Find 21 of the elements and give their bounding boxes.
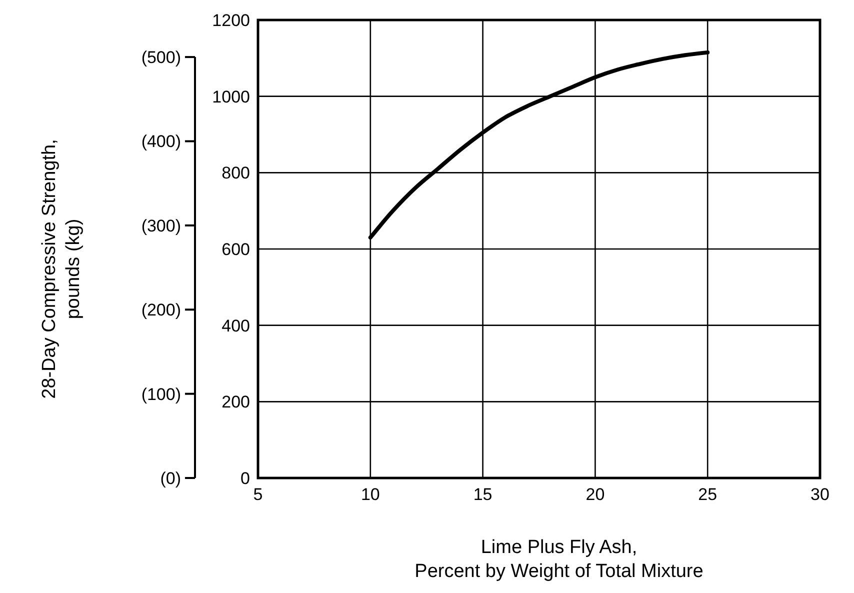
x-tick-label: 20 bbox=[586, 485, 605, 504]
y-tick-label: 600 bbox=[222, 240, 250, 259]
y-tick-label: 200 bbox=[222, 392, 250, 412]
x-tick-label: 15 bbox=[473, 485, 492, 504]
y2-tick-label: (300) bbox=[141, 216, 181, 236]
y2-tick-label: (400) bbox=[141, 132, 181, 152]
x-axis-title: Lime Plus Fly Ash, Percent by Weight of Total Mixture bbox=[414, 537, 704, 582]
y2-tick-label: (500) bbox=[141, 48, 181, 67]
y2-tick-label: (100) bbox=[141, 384, 181, 404]
y2-tick-label: (0) bbox=[160, 468, 181, 488]
x-tick-label: 30 bbox=[810, 485, 830, 504]
x-tick-label: 25 bbox=[698, 485, 718, 504]
y2-axis-title: 28-Day Compressive Strength, pounds (kg) bbox=[39, 139, 84, 399]
x-tick-label: 10 bbox=[360, 485, 380, 504]
y2-tick-label: (200) bbox=[141, 300, 181, 320]
y-tick-label: 400 bbox=[222, 316, 250, 336]
y-tick-label: 1000 bbox=[212, 87, 250, 106]
y-tick-label: 0 bbox=[240, 468, 250, 488]
x-tick-label: 5 bbox=[253, 485, 263, 504]
y-tick-label: 800 bbox=[222, 164, 250, 183]
y-tick-label: 1200 bbox=[212, 10, 250, 30]
